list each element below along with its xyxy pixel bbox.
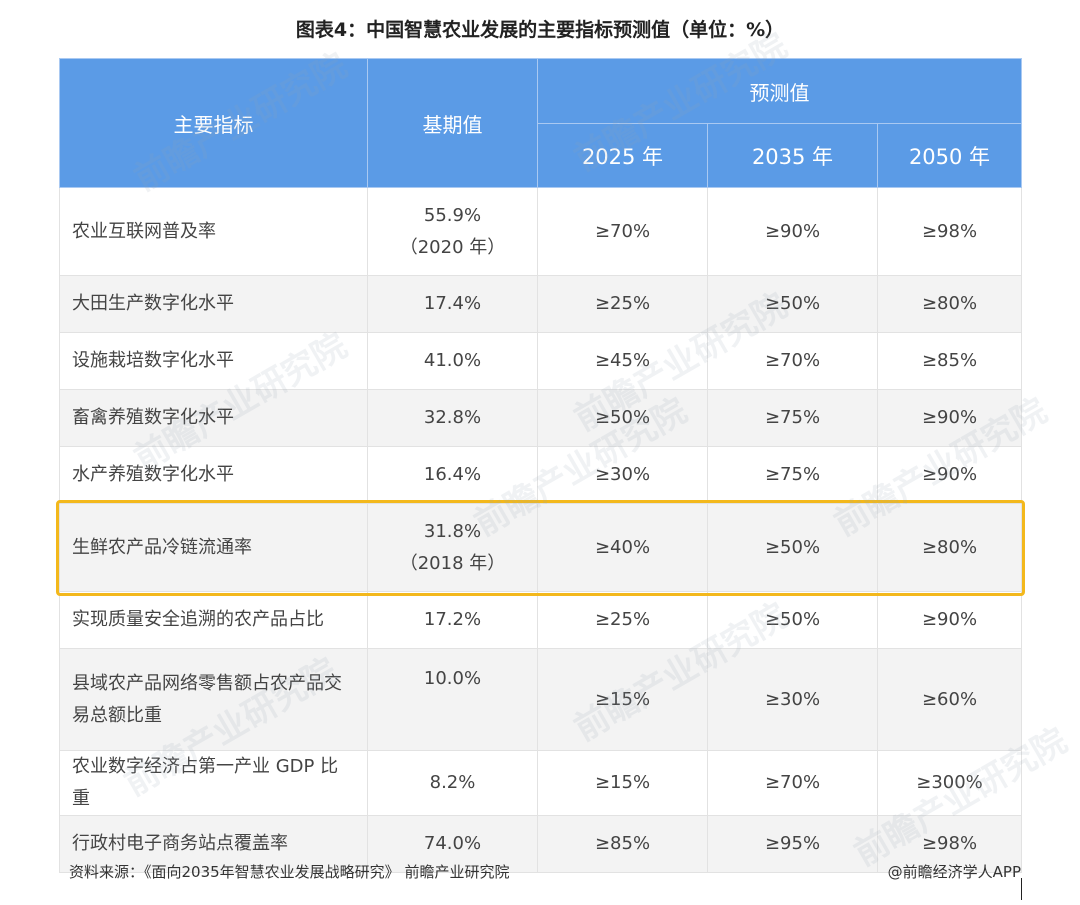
row-base: 32.8% xyxy=(367,389,538,447)
row-indicator: 生鲜农产品冷链流通率 xyxy=(59,503,368,592)
row-indicator: 设施栽培数字化水平 xyxy=(59,332,368,390)
header-year-2050: 2050 年 xyxy=(876,123,1023,188)
table-row: 水产养殖数字化水平 16.4% ≥30% ≥75% ≥90% xyxy=(59,446,1023,504)
row-2050: ≥80% xyxy=(876,503,1023,592)
row-2025: ≥45% xyxy=(537,332,708,390)
row-2050: ≥98% xyxy=(876,815,1023,873)
base-value: 55.9% xyxy=(423,204,482,226)
row-base: 17.2% xyxy=(367,591,538,649)
row-2050: ≥80% xyxy=(876,275,1023,333)
header-year-2035: 2035 年 xyxy=(707,123,878,188)
row-base: 17.4% xyxy=(367,275,538,333)
row-2050: ≥300% xyxy=(876,750,1023,816)
row-2050: ≥85% xyxy=(876,332,1023,390)
row-2035: ≥75% xyxy=(707,446,878,504)
base-value: 31.8% xyxy=(423,520,482,542)
table-row: 畜禽养殖数字化水平 32.8% ≥50% ≥75% ≥90% xyxy=(59,389,1023,447)
row-indicator: 水产养殖数字化水平 xyxy=(59,446,368,504)
row-2050: ≥90% xyxy=(876,389,1023,447)
row-2025: ≥30% xyxy=(537,446,708,504)
row-base: 10.0% xyxy=(367,648,538,751)
row-2025: ≥50% xyxy=(537,389,708,447)
table-row: 实现质量安全追溯的农产品占比 17.2% ≥25% ≥50% ≥90% xyxy=(59,591,1023,649)
row-2050: ≥90% xyxy=(876,446,1023,504)
indicator-table: 主要指标 基期值 预测值 2025 年 2035 年 2050 年 农业互联网普… xyxy=(59,58,1023,873)
table-row: 大田生产数字化水平 17.4% ≥25% ≥50% ≥80% xyxy=(59,275,1023,333)
row-base: 8.2% xyxy=(367,750,538,816)
table-row: 县域农产品网络零售额占农产品交易总额比重 10.0% ≥15% ≥30% ≥60… xyxy=(59,648,1023,751)
row-2035: ≥50% xyxy=(707,503,878,592)
row-2035: ≥50% xyxy=(707,275,878,333)
row-2025: ≥25% xyxy=(537,275,708,333)
row-base: 31.8% （2018 年） xyxy=(367,503,538,592)
row-2025: ≥25% xyxy=(537,591,708,649)
row-2025: ≥15% xyxy=(537,750,708,816)
row-indicator: 畜禽养殖数字化水平 xyxy=(59,389,368,447)
row-indicator: 农业互联网普及率 xyxy=(59,187,368,276)
row-2025: ≥70% xyxy=(537,187,708,276)
header-indicator: 主要指标 xyxy=(59,58,368,188)
table-row-highlighted: 生鲜农产品冷链流通率 31.8% （2018 年） ≥40% ≥50% ≥80% xyxy=(59,503,1023,592)
row-indicator: 县域农产品网络零售额占农产品交易总额比重 xyxy=(59,648,368,751)
row-indicator: 大田生产数字化水平 xyxy=(59,275,368,333)
source-note: 资料来源：《面向2035年智慧农业发展战略研究》 前瞻产业研究院 xyxy=(69,863,510,881)
row-base: 16.4% xyxy=(367,446,538,504)
row-2050: ≥90% xyxy=(876,591,1023,649)
row-indicator: 实现质量安全追溯的农产品占比 xyxy=(59,591,368,649)
row-base: 55.9% （2020 年） xyxy=(367,187,538,276)
table-row: 农业数字经济占第一产业 GDP 比重 8.2% ≥15% ≥70% ≥300% xyxy=(59,750,1023,816)
row-2035: ≥90% xyxy=(707,187,878,276)
row-2050: ≥60% xyxy=(876,648,1023,751)
row-indicator: 行政村电子商务站点覆盖率 xyxy=(59,815,368,873)
text-cursor xyxy=(1021,878,1022,900)
row-2035: ≥95% xyxy=(707,815,878,873)
chart-title: 图表4：中国智慧农业发展的主要指标预测值（单位：%） xyxy=(295,19,785,41)
row-2050: ≥98% xyxy=(876,187,1023,276)
table-row: 行政村电子商务站点覆盖率 74.0% ≥85% ≥95% ≥98% xyxy=(59,815,1023,873)
row-indicator: 农业数字经济占第一产业 GDP 比重 xyxy=(59,750,368,816)
header-base: 基期值 xyxy=(367,58,538,188)
base-year-note: （2020 年） xyxy=(399,236,506,258)
table-row: 农业互联网普及率 55.9% （2020 年） ≥70% ≥90% ≥98% xyxy=(59,187,1023,276)
table-row: 设施栽培数字化水平 41.0% ≥45% ≥70% ≥85% xyxy=(59,332,1023,390)
row-2035: ≥30% xyxy=(707,648,878,751)
row-2035: ≥70% xyxy=(707,332,878,390)
row-2035: ≥70% xyxy=(707,750,878,816)
base-year-note: （2018 年） xyxy=(399,552,506,574)
row-2035: ≥75% xyxy=(707,389,878,447)
row-2025: ≥85% xyxy=(537,815,708,873)
header-forecast: 预测值 xyxy=(536,58,1023,124)
header-year-2025: 2025 年 xyxy=(537,123,708,188)
row-2025: ≥40% xyxy=(537,503,708,592)
row-base: 41.0% xyxy=(367,332,538,390)
credit-note: @前瞻经济学人APP xyxy=(887,863,1021,881)
row-2025: ≥15% xyxy=(537,648,708,751)
row-2035: ≥50% xyxy=(707,591,878,649)
